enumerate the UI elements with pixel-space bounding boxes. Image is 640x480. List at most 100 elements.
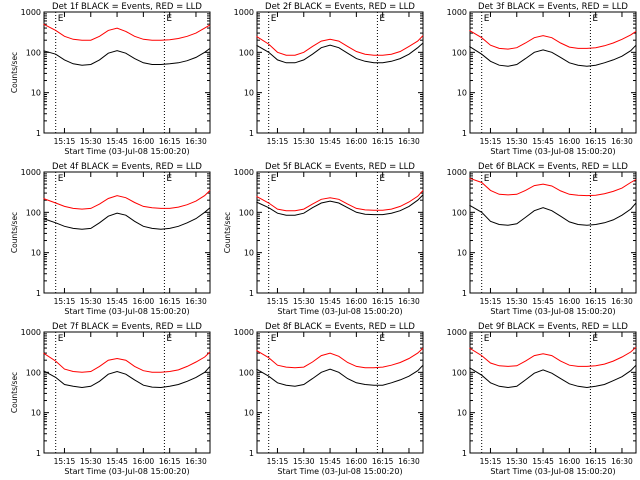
x-tick-label: 16:15: [372, 137, 394, 146]
y-tick-label: 100: [26, 48, 41, 57]
x-tick-label: 15:45: [532, 137, 554, 146]
x-tick-label: 16:30: [185, 457, 207, 466]
x-tick-label: 15:15: [54, 137, 76, 146]
y-tick-label: 100: [239, 368, 254, 377]
panel-title: Det 1f BLACK = Events, RED = LLD: [52, 2, 202, 12]
x-tick-label: 16:00: [133, 297, 155, 306]
series-line-lld: [469, 29, 637, 50]
y-axis-label: Counts/sec: [10, 52, 19, 93]
series-line-lld: [469, 177, 637, 197]
y-tick-label: 100: [239, 208, 254, 217]
series-line-events: [256, 364, 424, 387]
y-tick-label: 1: [249, 289, 254, 298]
plot-frame: [469, 171, 637, 294]
event-marker-label: E: [592, 174, 598, 184]
event-marker-label: E: [379, 334, 385, 344]
panel-title: Det 9f BLACK = Events, RED = LLD: [478, 322, 628, 332]
y-tick-label: 100: [239, 48, 254, 57]
detector-panel: Det 9f BLACK = Events, RED = LLD 1 10 100 10…: [447, 322, 637, 476]
event-marker-label: E: [271, 334, 277, 344]
y-tick-label: 10: [457, 249, 467, 258]
y-axis-label: Counts/sec: [10, 372, 19, 413]
y-tick-label: 1: [36, 449, 41, 458]
detector-panel: Det 2f BLACK = Events, RED = LLD 1 10 100 10…: [234, 2, 424, 146]
panel-title: Det 2f BLACK = Events, RED = LLD: [265, 2, 415, 12]
detector-panel: Det 8f BLACK = Events, RED = LLD 1 10 100 10…: [234, 322, 424, 476]
plot-frame: [256, 11, 424, 134]
plot-frame: [43, 11, 211, 134]
x-tick-label: 16:15: [372, 457, 394, 466]
series-line-events: [256, 194, 424, 216]
y-tick-label: 100: [452, 368, 467, 377]
panel-title: Det 6f BLACK = Events, RED = LLD: [478, 162, 628, 172]
x-axis-label: Start Time (03-Jul-08 15:00:20): [490, 147, 615, 156]
x-tick-label: 15:45: [106, 137, 128, 146]
x-tick-label: 16:00: [346, 297, 368, 306]
y-tick-label: 1: [249, 129, 254, 138]
y-tick-label: 1000: [234, 168, 254, 177]
y-axis-label: Counts/sec: [223, 212, 232, 253]
y-tick-label: 1: [462, 449, 467, 458]
x-tick-label: 16:15: [585, 137, 607, 146]
x-tick-label: 15:45: [532, 297, 554, 306]
x-tick-label: 15:45: [532, 457, 554, 466]
x-axis-label: Start Time (03-Jul-08 15:00:20): [64, 467, 189, 476]
x-tick-label: 15:15: [480, 137, 502, 146]
x-tick-label: 15:15: [267, 297, 289, 306]
x-axis-label: Start Time (03-Jul-08 15:00:20): [64, 147, 189, 156]
event-marker-label: E: [484, 14, 490, 24]
x-tick-label: 16:30: [611, 297, 633, 306]
series-line-lld: [43, 351, 211, 373]
plot-frame: [43, 331, 211, 454]
x-tick-label: 15:45: [319, 137, 341, 146]
x-tick-label: 16:00: [559, 457, 581, 466]
plot-frame: [469, 11, 637, 134]
y-tick-label: 10: [31, 249, 41, 258]
y-axis-label: Counts/sec: [10, 212, 19, 253]
detector-panel: Det 3f BLACK = Events, RED = LLD 1 10 100 10…: [447, 2, 637, 156]
series-line-events: [43, 47, 211, 66]
x-axis-label: Start Time (03-Jul-08 15:00:20): [490, 467, 615, 476]
x-tick-label: 16:00: [133, 137, 155, 146]
x-tick-label: 15:15: [267, 457, 289, 466]
y-tick-label: 10: [244, 409, 254, 418]
x-tick-label: 15:15: [54, 297, 76, 306]
y-tick-label: 100: [26, 208, 41, 217]
x-tick-label: 16:30: [185, 137, 207, 146]
event-marker-label: E: [271, 14, 277, 24]
series-line-lld: [256, 347, 424, 369]
x-tick-label: 15:30: [293, 457, 315, 466]
x-axis-label: Start Time (03-Jul-08 15:00:20): [490, 307, 615, 316]
event-marker-label: E: [166, 14, 172, 24]
detector-panel: Det 1f BLACK = Events, RED = LLD 1 10 100 10…: [10, 2, 211, 156]
x-tick-label: 15:15: [480, 457, 502, 466]
y-tick-label: 1000: [447, 168, 467, 177]
x-tick-label: 15:30: [506, 457, 528, 466]
y-tick-label: 1000: [447, 328, 467, 337]
event-marker-label: E: [271, 174, 277, 184]
series-line-lld: [256, 190, 424, 212]
y-tick-label: 10: [244, 89, 254, 98]
y-tick-label: 1000: [447, 8, 467, 17]
panel-title: Det 4f BLACK = Events, RED = LLD: [52, 162, 202, 172]
y-tick-label: 1: [36, 129, 41, 138]
y-tick-label: 1000: [21, 328, 41, 337]
plot-frame: [469, 331, 637, 454]
panel-title: Det 7f BLACK = Events, RED = LLD: [52, 322, 202, 332]
series-line-events: [469, 364, 637, 389]
x-axis-label: Start Time (03-Jul-08 15:00:20): [277, 307, 402, 316]
y-tick-label: 1000: [234, 328, 254, 337]
x-axis-label: Start Time (03-Jul-08 15:00:20): [64, 307, 189, 316]
y-tick-label: 1000: [234, 8, 254, 17]
detector-panel: Det 6f BLACK = Events, RED = LLD 1 10 100 10…: [447, 162, 637, 316]
x-tick-label: 15:30: [506, 297, 528, 306]
event-marker-label: E: [58, 14, 64, 24]
event-marker-label: E: [166, 174, 172, 184]
y-tick-label: 10: [31, 89, 41, 98]
y-tick-label: 10: [457, 409, 467, 418]
series-line-lld: [469, 346, 637, 367]
detector-panel: Det 5f BLACK = Events, RED = LLD 1 10 100 10…: [223, 162, 424, 316]
plot-frame: [43, 171, 211, 294]
x-tick-label: 15:30: [293, 137, 315, 146]
